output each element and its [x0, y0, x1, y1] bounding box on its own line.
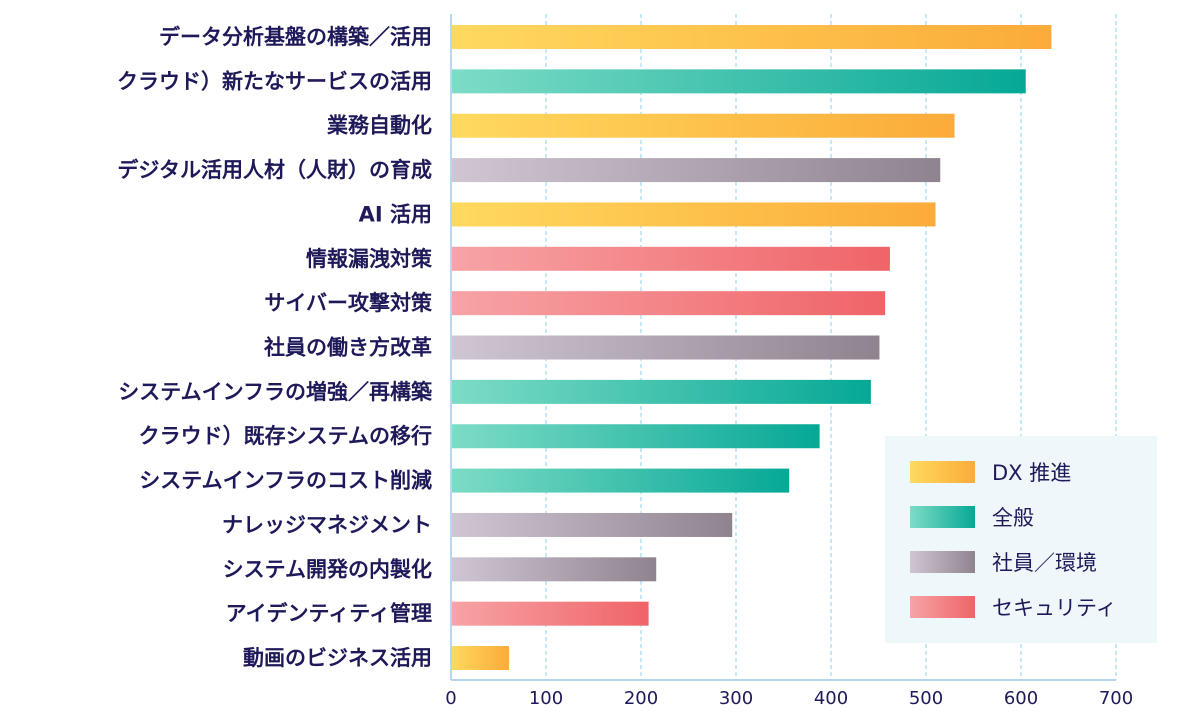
x-tick-label: 0 — [445, 688, 456, 709]
category-label: クラウド）新たなサービスの活用 — [117, 69, 432, 93]
bar-staff — [452, 512, 733, 537]
category-labels: データ分析基盤の構築／活用クラウド）新たなサービスの活用業務自動化デジタル活用人… — [117, 25, 433, 670]
legend-swatch-staff — [910, 551, 975, 573]
legend-swatch-dx — [910, 461, 975, 483]
bar-general — [452, 468, 790, 493]
x-tick-label: 700 — [1099, 688, 1133, 709]
category-label: システム開発の内製化 — [223, 557, 432, 581]
category-label: データ分析基盤の構築／活用 — [159, 25, 432, 49]
bar-security — [452, 601, 649, 626]
category-label: アイデンティティ管理 — [226, 602, 432, 626]
bar-dx — [452, 646, 509, 671]
x-tick-label: 500 — [909, 688, 943, 709]
category-label: システムインフラの増強／再構築 — [118, 380, 433, 404]
bar-security — [452, 246, 890, 271]
x-tick-label: 200 — [624, 688, 658, 709]
category-label: ナレッジマネジメント — [222, 513, 432, 537]
x-tick-label: 300 — [719, 688, 753, 709]
bar-general — [452, 424, 820, 449]
x-tick-label: 400 — [814, 688, 848, 709]
category-label: クラウド）既存システムの移行 — [139, 424, 432, 448]
category-label: 動画のビジネス活用 — [243, 646, 432, 670]
bar-staff — [452, 158, 941, 183]
category-label: 社員の働き方改革 — [263, 336, 432, 360]
bar-general — [452, 69, 1026, 94]
legend-label: 全般 — [992, 506, 1034, 530]
category-label: システムインフラのコスト削減 — [139, 469, 432, 493]
bar-dx — [452, 202, 936, 227]
legend-label: DX 推進 — [992, 461, 1071, 485]
bar-dx — [452, 25, 1052, 49]
legend-swatch-security — [910, 596, 975, 618]
category-label: 情報漏洩対策 — [306, 247, 433, 271]
legend-label: 社員／環境 — [992, 551, 1097, 575]
category-label: デジタル活用人材（人財）の育成 — [117, 158, 432, 182]
x-axis: 0 100 200 300 400 500 600 700 — [445, 14, 1133, 709]
bar-dx — [452, 113, 955, 138]
bars — [452, 25, 1052, 671]
x-tick-label: 600 — [1004, 688, 1038, 709]
category-label: 業務自動化 — [327, 114, 432, 138]
legend-label: セキュリティ — [992, 596, 1117, 620]
category-label: サイバー攻撃対策 — [264, 291, 433, 315]
bar-security — [452, 291, 886, 316]
bar-general — [452, 379, 871, 404]
bar-staff — [452, 335, 880, 360]
bar-staff — [452, 557, 657, 582]
legend-swatch-general — [910, 506, 975, 528]
category-label: AI 活用 — [359, 202, 432, 226]
x-tick-label: 100 — [529, 688, 563, 709]
